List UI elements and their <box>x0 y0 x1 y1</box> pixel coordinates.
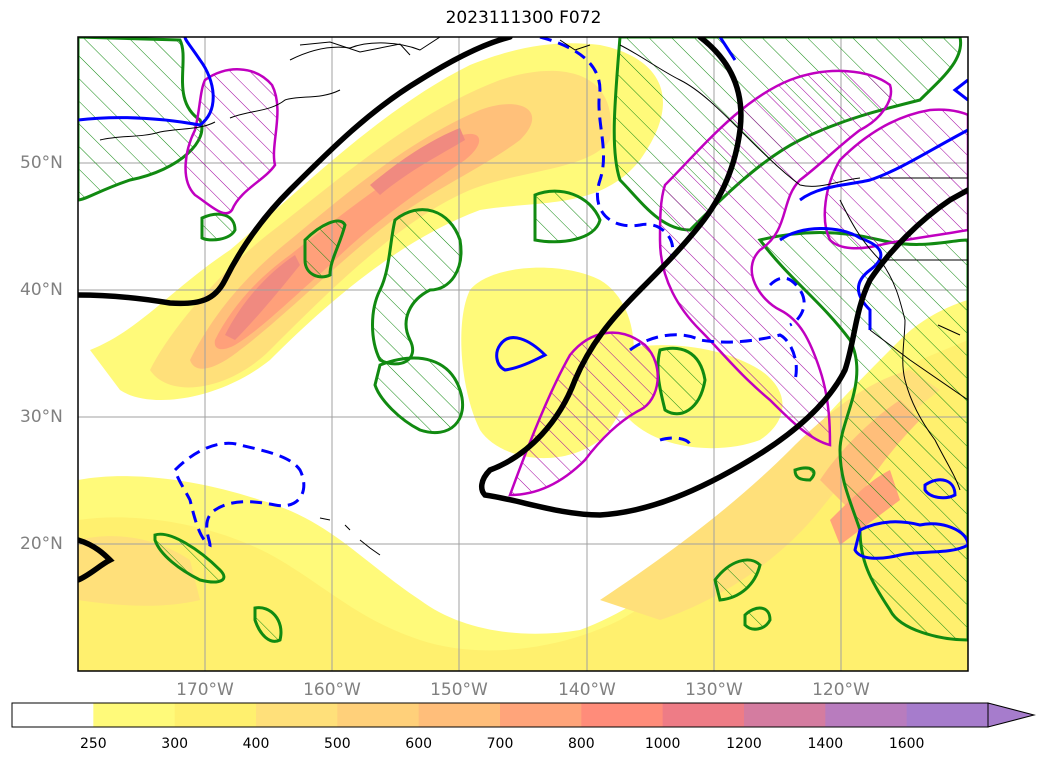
colorbar-tick-label: 300 <box>161 736 189 752</box>
latitude-label-40n: 40°N <box>20 280 63 300</box>
colorbar-tick-label: 1000 <box>644 736 681 752</box>
latitude-label-20n: 20°N <box>20 534 63 554</box>
longitude-label-160w: 160°W <box>303 680 361 700</box>
latitude-label-50n: 50°N <box>20 153 63 173</box>
longitude-label-170w: 170°W <box>176 680 234 700</box>
longitude-label-150w: 150°W <box>430 680 488 700</box>
colorbar-tick-label: 400 <box>242 736 270 752</box>
longitude-label-120w: 120°W <box>812 680 870 700</box>
blue-dashed-contours <box>173 37 806 548</box>
colorbar-tick-label: 600 <box>405 736 433 752</box>
longitude-label-130w: 130°W <box>685 680 743 700</box>
colorbar-tick-label: 500 <box>323 736 351 752</box>
coastlines <box>99 37 968 556</box>
longitude-label-140w: 140°W <box>558 680 616 700</box>
colorbar-tick-label: 700 <box>486 736 514 752</box>
colorbar-tick-label: 1200 <box>726 736 762 752</box>
colorbar-tick-label: 800 <box>567 736 595 752</box>
latitude-label-30n: 30°N <box>20 407 63 427</box>
colorbar-tick-label: 1400 <box>807 736 844 752</box>
map-title: 2023111300 F072 <box>445 8 602 28</box>
black-thick-contours <box>78 37 968 583</box>
colorbar-tick-label: 1600 <box>888 736 925 752</box>
colorbar-tick-label: 250 <box>79 736 107 752</box>
blue-contours <box>78 37 968 560</box>
